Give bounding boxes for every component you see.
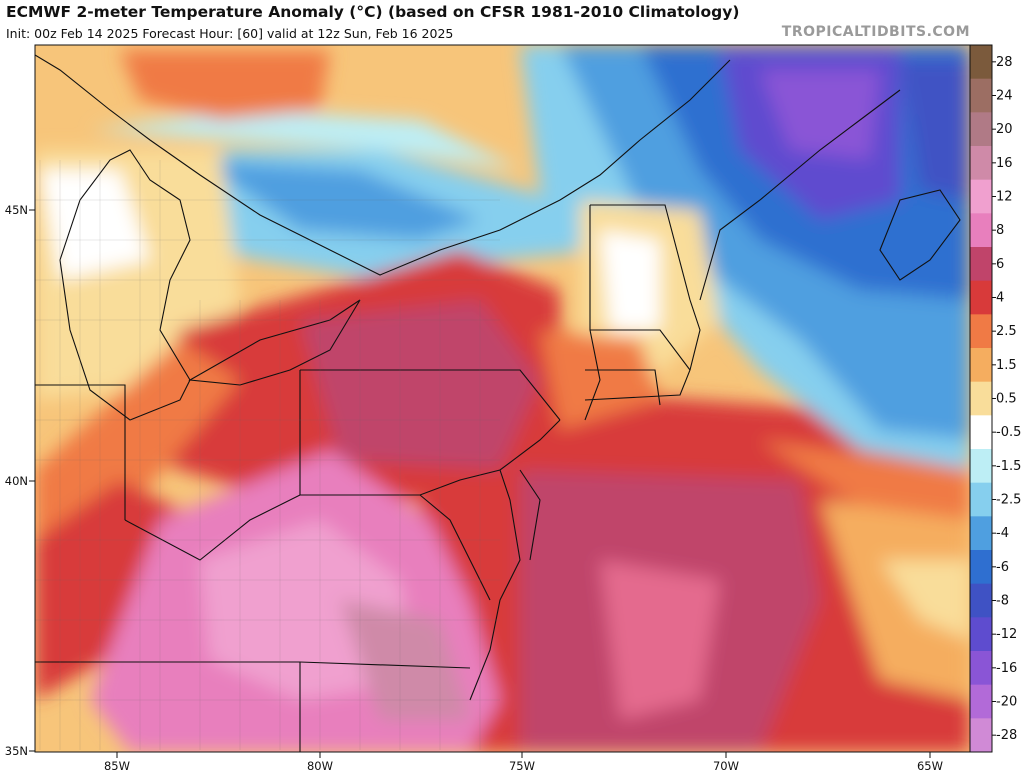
colorbar-label: -4 — [996, 526, 1009, 541]
colorbar-label: -8 — [996, 594, 1009, 609]
colorbar-label: 28 — [996, 55, 1013, 70]
colorbar-swatch — [970, 651, 992, 686]
lat-label: 45N — [5, 203, 28, 217]
lon-label: 65W — [917, 759, 943, 772]
colorbar-swatch — [970, 45, 992, 80]
colorbar-label: 0.5 — [996, 392, 1017, 407]
colorbar: 28 24 20 16 12 8 6 4 2.5 1.5 0.5 -0.5 -1.5 -2.5 -4 -6 -8… — [969, 44, 1021, 753]
county-grid — [35, 160, 500, 750]
colorbar-swatch — [970, 179, 992, 214]
colorbar-label: 20 — [996, 122, 1013, 137]
colorbar-label: -28 — [996, 728, 1017, 743]
colorbar-label: -6 — [996, 560, 1009, 575]
lon-label: 85W — [104, 759, 130, 772]
colorbar-label: -12 — [996, 627, 1017, 642]
colorbar-swatch — [970, 516, 992, 551]
brand-watermark: TROPICALTIDBITS.COM — [781, 24, 970, 40]
lat-label: 35N — [5, 744, 28, 758]
colorbar-label: 24 — [996, 89, 1013, 104]
colorbar-swatch — [970, 112, 992, 147]
colorbar-label: 4 — [996, 291, 1004, 306]
colorbar-swatch — [970, 449, 992, 484]
lat-label: 40N — [5, 474, 28, 488]
colorbar-label: -0.5 — [996, 425, 1021, 440]
colorbar-swatch — [970, 684, 992, 719]
lon-label: 75W — [509, 759, 535, 772]
temperature-field — [35, 45, 970, 752]
map-subtitle: Init: 00z Feb 14 2025 Forecast Hour: [60… — [6, 26, 454, 41]
colorbar-swatch — [970, 146, 992, 181]
colorbar-label: 8 — [996, 223, 1004, 238]
colorbar-swatch — [970, 550, 992, 585]
colorbar-label: -16 — [996, 661, 1017, 676]
longitude-labels: 85W 80W 75W 70W 65W — [104, 759, 943, 772]
axis-ticks — [29, 209, 931, 758]
colorbar-swatch — [970, 583, 992, 618]
colorbar-swatch — [970, 718, 992, 753]
colorbar-swatch — [970, 213, 992, 248]
colorbar-label: 6 — [996, 257, 1004, 272]
colorbar-swatch — [970, 348, 992, 383]
colorbar-swatch — [970, 280, 992, 315]
colorbar-label: -2.5 — [996, 493, 1021, 508]
lon-label: 80W — [307, 759, 333, 772]
lon-label: 70W — [713, 759, 739, 772]
colorbar-swatch — [970, 314, 992, 349]
state-boundaries — [35, 54, 961, 752]
colorbar-swatch — [970, 247, 992, 282]
colorbar-label: 2.5 — [996, 324, 1017, 339]
colorbar-label: -1.5 — [996, 459, 1021, 474]
colorbar-label: 16 — [996, 156, 1013, 171]
colorbar-label: -20 — [996, 695, 1017, 710]
colorbar-label: 1.5 — [996, 358, 1017, 373]
latitude-labels: 45N 40N 35N — [5, 203, 28, 758]
colorbar-swatch — [970, 617, 992, 652]
colorbar-swatch — [970, 415, 992, 450]
colorbar-swatch — [970, 482, 992, 517]
colorbar-swatch — [970, 78, 992, 113]
colorbar-label: 12 — [996, 190, 1013, 205]
map-title: ECMWF 2-meter Temperature Anomaly (°C) (… — [6, 3, 740, 21]
colorbar-swatch — [970, 381, 992, 416]
